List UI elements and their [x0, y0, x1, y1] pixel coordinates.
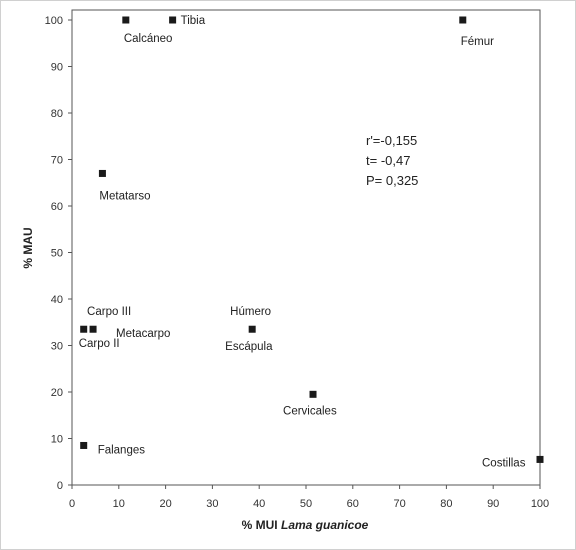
data-point-marker — [536, 455, 544, 463]
data-point-marker — [89, 325, 97, 333]
x-tick-label: 80 — [440, 498, 452, 510]
x-axis-title-italic: Lama guanicoe — [281, 518, 369, 532]
y-tick-label: 10 — [51, 434, 63, 446]
stats-line: t= -0,47 — [366, 153, 410, 168]
x-tick-label: 100 — [531, 498, 549, 510]
y-tick-label: 50 — [51, 248, 63, 260]
y-tick-label: 20 — [51, 387, 63, 399]
y-tick-label: 40 — [51, 294, 63, 306]
point-label: Húmero — [230, 306, 271, 318]
point-label: Escápula — [225, 341, 273, 353]
data-point-marker — [80, 441, 88, 449]
y-tick-label: 70 — [51, 155, 63, 167]
stats-annotation: r'=-0,155 t= -0,47 P= 0,325 — [366, 133, 418, 188]
data-markers — [80, 16, 544, 463]
data-point-marker — [459, 16, 467, 24]
y-axis: 0 10 20 30 40 50 60 70 80 90 100 — [45, 15, 72, 492]
point-label: Metatarso — [99, 190, 150, 202]
data-point-marker — [98, 169, 106, 177]
data-point-marker — [309, 390, 317, 398]
x-axis: 0 10 20 30 40 50 60 70 80 90 100 — [69, 485, 549, 510]
point-label: Tibia — [181, 15, 206, 27]
x-tick-label: 40 — [253, 498, 265, 510]
y-tick-label: 60 — [51, 201, 63, 213]
x-axis-title-prefix: % MUI — [242, 518, 281, 532]
point-label: Fémur — [461, 36, 494, 48]
x-tick-label: 30 — [206, 498, 218, 510]
data-point-marker — [122, 16, 130, 24]
x-tick-label: 20 — [159, 498, 171, 510]
data-point-marker — [169, 16, 177, 24]
stats-line: P= 0,325 — [366, 173, 418, 188]
point-label: Carpo III — [87, 306, 131, 318]
y-axis-title: % MAU — [21, 227, 35, 268]
x-tick-label: 90 — [487, 498, 499, 510]
x-axis-title: % MUI Lama guanicoe — [242, 518, 369, 532]
point-label: Falanges — [98, 444, 146, 456]
data-point-marker — [80, 325, 88, 333]
point-label: Metacarpo — [116, 328, 170, 340]
x-tick-label: 70 — [393, 498, 405, 510]
plot-area — [71, 9, 541, 486]
point-label: Cervicales — [283, 405, 337, 417]
data-point-marker — [248, 325, 256, 333]
y-tick-label: 80 — [51, 108, 63, 120]
y-tick-label: 100 — [45, 15, 63, 27]
point-labels: Calcáneo Tibia Fémur Metatarso Carpo III Carp… — [79, 15, 526, 469]
x-tick-label: 50 — [300, 498, 312, 510]
x-tick-label: 10 — [113, 498, 125, 510]
x-tick-label: 60 — [347, 498, 359, 510]
point-label: Costillas — [482, 457, 526, 469]
y-tick-label: 0 — [57, 480, 63, 492]
stats-line: r'=-0,155 — [366, 133, 417, 148]
y-tick-label: 90 — [51, 62, 63, 74]
point-label: Calcáneo — [124, 33, 173, 45]
x-tick-label: 0 — [69, 498, 75, 510]
y-tick-label: 30 — [51, 341, 63, 353]
point-label: Carpo II — [79, 338, 120, 350]
